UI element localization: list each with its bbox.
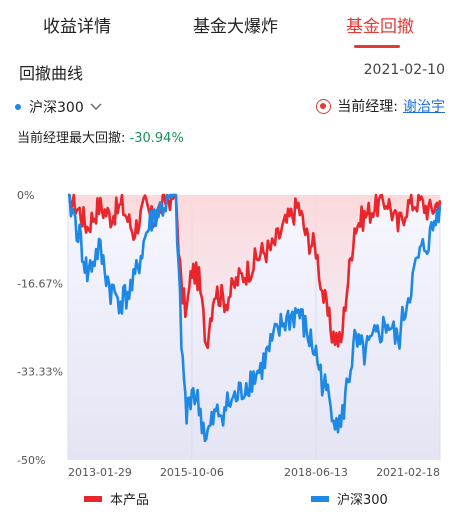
product-line [68, 193, 442, 350]
y-tick-label: -50% [17, 454, 45, 467]
y-axis-ticks: 0% -16.67% -33.33% -50% [17, 189, 63, 467]
x-tick-label: 2021-02-18 [376, 466, 440, 479]
manager-info: 当前经理: 谢治宇 [316, 96, 445, 116]
manager-label: 当前经理: [337, 99, 398, 115]
benchmark-selector[interactable]: 沪深300 [15, 97, 102, 117]
record-icon [316, 98, 332, 114]
y-tick-label: -33.33% [17, 366, 63, 379]
x-axis-ticks: 2013-01-29 2015-10-06 2018-06-13 2021-02-18 [68, 466, 440, 479]
section-title: 回撤曲线 [19, 64, 84, 83]
tab-bar: 收益详情 基金大爆炸 基金回撤 [0, 0, 461, 48]
y-tick-label: -16.67% [17, 277, 63, 290]
max-drawdown-value: -30.94% [129, 131, 184, 146]
x-tick-label: 2013-01-29 [68, 466, 132, 479]
product-area-fill [68, 195, 440, 348]
y-tick-label: 0% [17, 189, 34, 202]
max-drawdown-label: 当前经理最大回撤: [17, 131, 126, 146]
tab-return-details[interactable]: 收益详情 [43, 17, 111, 37]
chevron-down-icon [90, 103, 102, 110]
legend-item-benchmark[interactable]: 沪深300 [311, 489, 388, 508]
legend-swatch-product [84, 495, 102, 502]
legend-label-product: 本产品 [110, 493, 150, 508]
manager-name-link[interactable]: 谢治宇 [403, 99, 445, 115]
date-label: 2021-02-10 [363, 62, 445, 78]
x-tick-label: 2015-10-06 [160, 466, 224, 479]
tab-fund-explosion[interactable]: 基金大爆炸 [193, 17, 278, 37]
drawdown-chart: 0% -16.67% -33.33% -50% 2013-01-29 2015-10-0… [17, 189, 442, 479]
active-tab-indicator [354, 45, 400, 48]
benchmark-line [68, 193, 442, 443]
legend-label-benchmark: 沪深300 [337, 493, 388, 508]
legend-item-product[interactable]: 本产品 [84, 489, 149, 508]
max-drawdown: 当前经理最大回撤: -30.94% [17, 127, 184, 146]
tab-fund-drawdown[interactable]: 基金回撤 [346, 17, 414, 37]
chart-legend: 本产品 沪深300 [0, 486, 461, 510]
benchmark-dot-icon [15, 104, 21, 110]
legend-swatch-benchmark [311, 495, 329, 502]
benchmark-label: 沪深300 [29, 100, 84, 116]
x-tick-label: 2018-06-13 [284, 466, 348, 479]
